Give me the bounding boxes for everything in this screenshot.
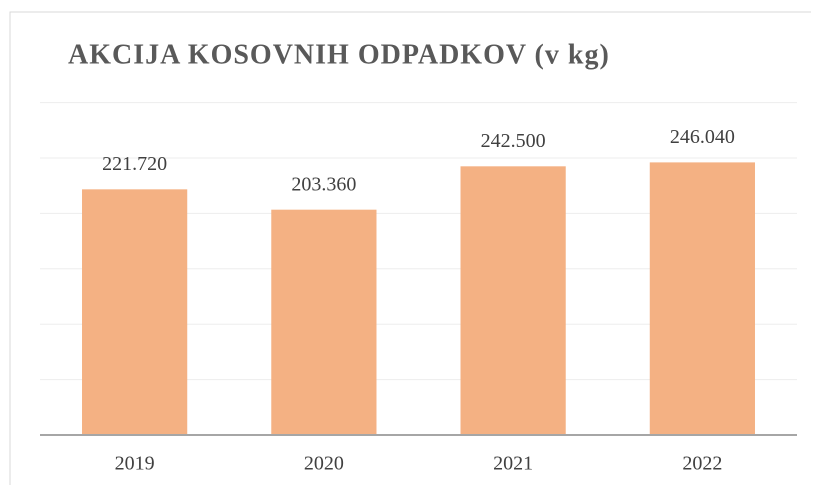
data-label: 221.720 <box>102 153 167 175</box>
data-label: 203.360 <box>291 173 356 195</box>
data-label: 246.040 <box>670 126 735 148</box>
data-label: 242.500 <box>481 130 546 152</box>
x-tick-label: 2019 <box>115 453 155 475</box>
x-tick-label: 2021 <box>493 453 533 475</box>
x-tick-label: 2020 <box>304 453 344 475</box>
chart-border <box>9 11 811 485</box>
bar <box>649 162 755 435</box>
bar <box>82 189 188 435</box>
chart-title: AKCIJA KOSOVNIH ODPADKOV (v kg) <box>68 39 610 70</box>
bar <box>460 166 566 435</box>
bar <box>271 209 377 435</box>
x-tick-label: 2022 <box>682 453 722 475</box>
